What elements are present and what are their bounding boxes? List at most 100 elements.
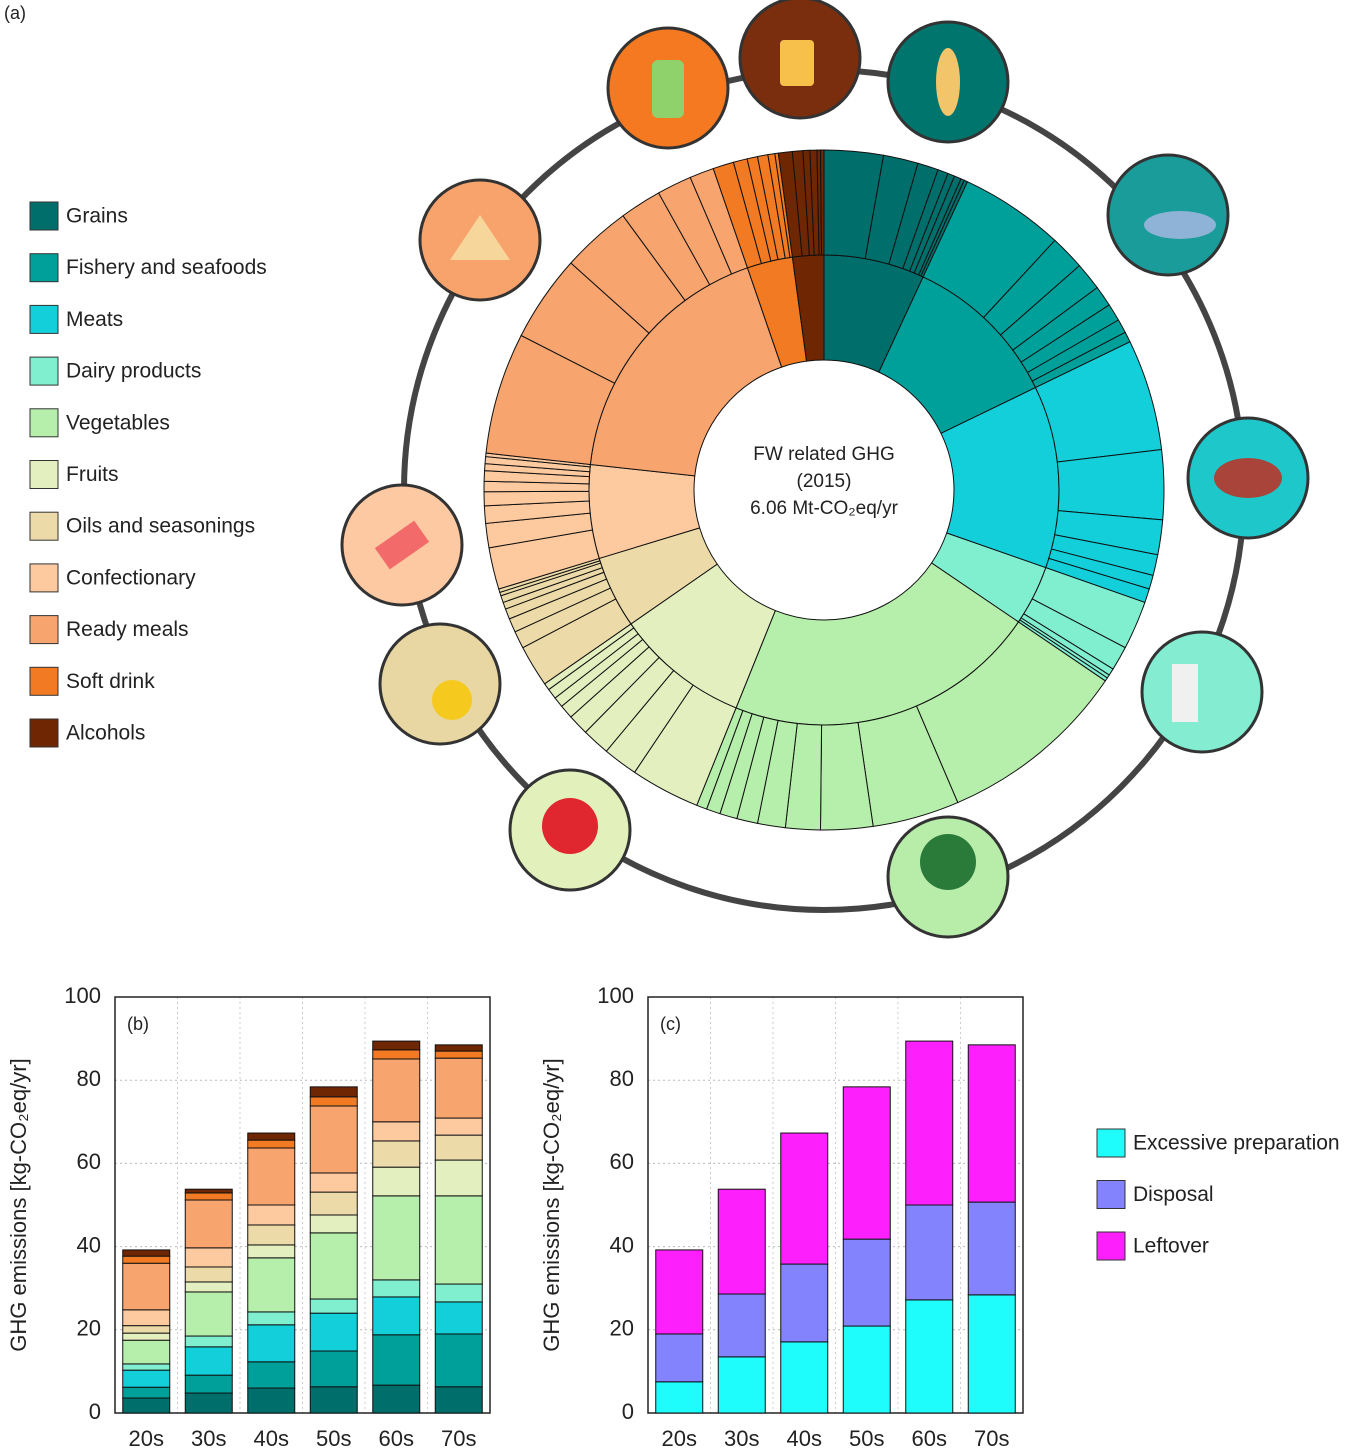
legend-label: Fruits <box>66 463 119 486</box>
center-text: (2015) <box>797 471 852 492</box>
bar-segment <box>655 1381 704 1414</box>
y-tick-label: 20 <box>77 1316 101 1341</box>
bar-segment <box>184 1281 233 1293</box>
x-tick-label: 40s <box>254 1426 289 1450</box>
bar-segment <box>309 1312 358 1352</box>
bar-segment <box>842 1238 891 1327</box>
bar-segment <box>780 1263 829 1343</box>
icon-glyph <box>374 520 430 570</box>
legend-label: Ready meals <box>66 618 189 641</box>
x-tick-label: 50s <box>316 1426 351 1450</box>
bar-segment <box>122 1262 171 1311</box>
y-tick-label: 0 <box>89 1399 101 1424</box>
bar-segment <box>372 1384 421 1414</box>
bar-segment <box>372 1166 421 1197</box>
y-tick-label: 20 <box>610 1316 634 1341</box>
legend-label: Dairy products <box>66 360 201 383</box>
icon-glyph <box>1214 458 1282 498</box>
bar-segment <box>122 1386 171 1399</box>
y-axis-label: GHG emissions [kg-CO₂eq/yr] <box>539 1058 564 1351</box>
y-tick-label: 0 <box>622 1399 634 1424</box>
bar-segment <box>372 1121 421 1142</box>
bar-segment <box>717 1356 766 1414</box>
bar-segment <box>184 1374 233 1394</box>
legend-swatch <box>29 201 59 231</box>
y-tick-label: 40 <box>77 1232 101 1257</box>
legend-swatch <box>1096 1180 1126 1209</box>
x-tick-label: 20s <box>129 1426 164 1450</box>
bar-segment <box>184 1266 233 1283</box>
legend-swatch <box>29 408 59 438</box>
y-tick-label: 60 <box>610 1149 634 1174</box>
legend-swatch <box>29 460 59 489</box>
bar-segment <box>184 1392 233 1414</box>
x-tick-label: 50s <box>849 1426 884 1450</box>
legend-swatch <box>29 563 59 593</box>
legend-swatch <box>29 356 59 386</box>
legend-label: Leftover <box>1133 1235 1209 1258</box>
bar-segment <box>309 1350 358 1388</box>
bar-segment <box>967 1294 1016 1414</box>
bar-segment <box>372 1058 421 1123</box>
y-tick-label: 100 <box>64 983 101 1008</box>
bar-segment <box>434 1283 483 1303</box>
legend-label: Oils and seasonings <box>66 515 255 538</box>
bar-segment <box>247 1311 296 1326</box>
icon-dairy <box>1140 630 1264 754</box>
bar-segment <box>184 1247 233 1268</box>
bar-segment <box>122 1255 171 1264</box>
x-tick-label: 60s <box>912 1426 947 1450</box>
bar-segment <box>309 1086 358 1098</box>
y-tick-label: 100 <box>597 983 634 1008</box>
legend-label: Grains <box>66 205 128 228</box>
icon-glyph <box>450 215 510 260</box>
bar-segment <box>247 1224 296 1246</box>
panel-label: (b) <box>127 1014 149 1034</box>
bar-segment <box>967 1044 1016 1203</box>
bar-segment <box>184 1346 233 1376</box>
bar-segment <box>655 1249 704 1335</box>
bar-segment <box>247 1244 296 1259</box>
x-tick-label: 70s <box>974 1426 1009 1450</box>
bar-segment <box>434 1333 483 1388</box>
bar-segment <box>247 1324 296 1363</box>
bar-segment <box>122 1309 171 1327</box>
bar-segment <box>717 1293 766 1358</box>
bar-segment <box>372 1195 421 1281</box>
icon-glyph <box>432 680 472 720</box>
icon-glyph <box>652 60 684 118</box>
legend-label: Fishery and seafoods <box>66 256 267 279</box>
bar-segment <box>247 1387 296 1414</box>
bar-segment <box>309 1298 358 1314</box>
bar-segment <box>184 1291 233 1337</box>
bar-segment <box>434 1050 483 1059</box>
bar-segment <box>434 1159 483 1197</box>
bar-segment <box>309 1191 358 1216</box>
bar-segment <box>372 1279 421 1298</box>
bar-segment <box>122 1325 171 1334</box>
icon-glyph <box>1172 664 1198 722</box>
bar-segment <box>905 1204 954 1301</box>
legend-swatch <box>29 304 59 334</box>
y-tick-label: 60 <box>77 1149 101 1174</box>
bar-segment <box>434 1044 483 1052</box>
bar-segment <box>122 1249 171 1257</box>
bar-segment <box>905 1299 954 1414</box>
bar-segment <box>434 1057 483 1119</box>
bar-segment <box>842 1325 891 1414</box>
bar-segment <box>247 1147 296 1206</box>
bar-segment <box>247 1132 296 1141</box>
bar-segment <box>434 1301 483 1335</box>
y-tick-label: 80 <box>77 1066 101 1091</box>
y-axis-label: GHG emissions [kg-CO₂eq/yr] <box>6 1058 31 1351</box>
bar-segment <box>655 1333 704 1383</box>
bar-segment <box>247 1257 296 1313</box>
icon-glyph <box>936 48 960 116</box>
icon-glyph <box>780 40 814 86</box>
legend-swatch <box>1096 1231 1126 1261</box>
bar-segment <box>184 1188 233 1194</box>
bar-segment <box>434 1195 483 1285</box>
bar-segment <box>122 1339 171 1365</box>
legend-label: Alcohols <box>66 722 145 745</box>
legend-swatch <box>29 253 59 283</box>
